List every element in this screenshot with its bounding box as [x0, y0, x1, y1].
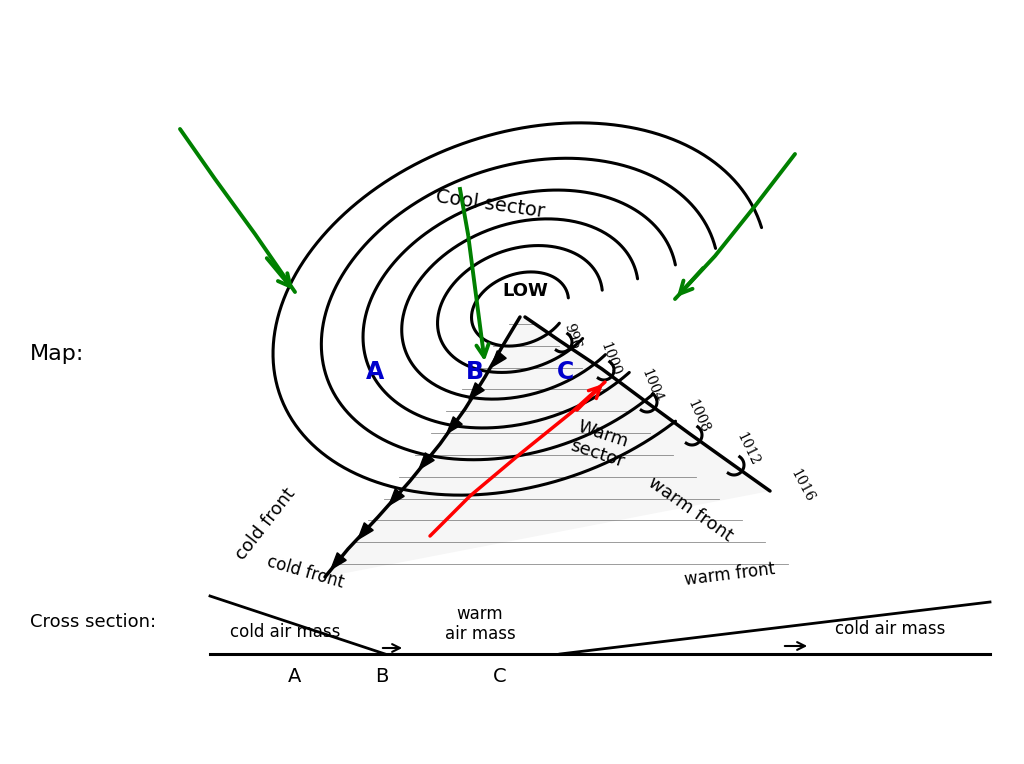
Text: A: A: [366, 360, 384, 384]
Text: C: C: [494, 666, 507, 685]
Text: warm
air mass: warm air mass: [444, 604, 515, 643]
Text: Warm
sector: Warm sector: [567, 417, 633, 471]
Text: cold front: cold front: [231, 484, 299, 563]
Text: 996: 996: [561, 322, 583, 351]
Polygon shape: [325, 317, 770, 577]
Polygon shape: [389, 489, 404, 506]
Polygon shape: [469, 383, 484, 400]
Text: B: B: [466, 360, 484, 384]
Polygon shape: [419, 453, 434, 469]
Polygon shape: [446, 417, 462, 433]
Text: warm front: warm front: [684, 560, 776, 589]
Polygon shape: [490, 351, 506, 367]
Text: 1008: 1008: [684, 397, 712, 435]
Text: cold air mass: cold air mass: [835, 620, 945, 638]
Polygon shape: [358, 523, 373, 539]
Text: B: B: [376, 666, 389, 685]
Text: cold front: cold front: [264, 553, 345, 592]
Text: Cool sector: Cool sector: [434, 187, 546, 221]
Text: 1016: 1016: [787, 467, 816, 505]
Text: LOW: LOW: [502, 282, 548, 300]
Polygon shape: [331, 553, 346, 569]
Text: cold air mass: cold air mass: [229, 623, 340, 641]
Text: A: A: [289, 666, 302, 685]
Text: 1004: 1004: [639, 367, 666, 405]
Text: 1000: 1000: [597, 340, 623, 378]
Text: warm front: warm front: [644, 473, 735, 545]
Text: 1012: 1012: [734, 430, 762, 468]
Text: C: C: [556, 360, 573, 384]
Text: Cross section:: Cross section:: [30, 613, 156, 631]
Text: Map:: Map:: [30, 344, 84, 364]
